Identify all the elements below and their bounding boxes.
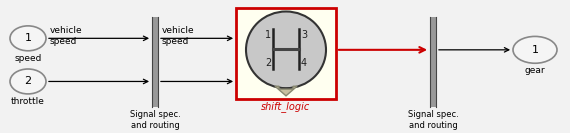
Ellipse shape xyxy=(513,36,557,63)
Ellipse shape xyxy=(246,11,326,88)
Ellipse shape xyxy=(10,69,46,94)
Text: gear: gear xyxy=(525,66,545,75)
Text: 1: 1 xyxy=(25,33,31,43)
Text: 1: 1 xyxy=(531,45,539,55)
Text: Signal spec.
and routing: Signal spec. and routing xyxy=(408,110,458,130)
Bar xyxy=(236,8,336,99)
Text: speed: speed xyxy=(14,54,42,63)
Text: vehicle
speed: vehicle speed xyxy=(162,26,194,46)
Text: 4: 4 xyxy=(301,58,307,68)
Text: 1: 1 xyxy=(265,30,271,40)
Bar xyxy=(152,17,158,107)
Text: shift_logic: shift_logic xyxy=(262,102,311,113)
Text: vehicle
speed: vehicle speed xyxy=(50,26,83,46)
Text: 3: 3 xyxy=(301,30,307,40)
Text: throttle: throttle xyxy=(11,97,45,106)
Bar xyxy=(430,17,436,107)
Ellipse shape xyxy=(10,26,46,51)
Polygon shape xyxy=(275,86,297,96)
Text: 2: 2 xyxy=(25,76,31,86)
Text: Signal spec.
and routing: Signal spec. and routing xyxy=(129,110,180,130)
Text: 2: 2 xyxy=(264,58,271,68)
